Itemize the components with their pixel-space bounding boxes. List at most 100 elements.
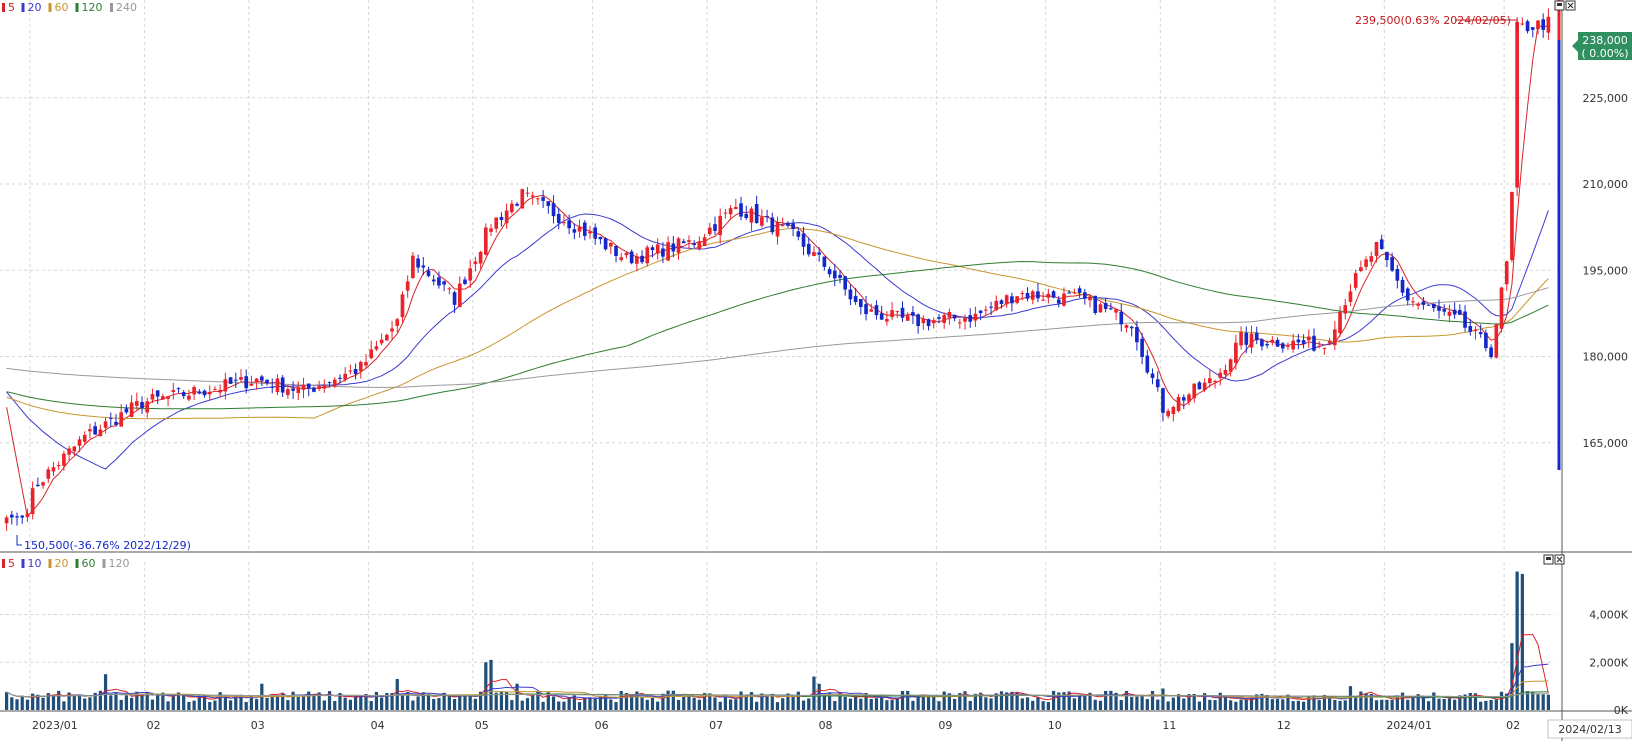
volume-bar [546,692,550,710]
candle [421,256,426,276]
legend-label: 120 [82,1,103,14]
price-panel-buttons[interactable] [1554,0,1576,11]
volume-bar [614,702,618,710]
candle [921,315,926,330]
candle [93,421,97,435]
candle [1275,337,1280,347]
volume-bar [697,699,701,710]
volume-bar [1249,697,1254,710]
legend-swatch [75,3,79,12]
volume-bar [911,700,915,710]
candle [108,412,113,427]
candle [968,308,973,328]
candle [1494,324,1499,359]
candle [640,250,644,265]
volume-bar [489,659,493,710]
volume-bar [1041,701,1045,710]
volume-bar [343,697,347,710]
volume-bar [1239,699,1243,710]
volume-bar [463,694,467,710]
candle [239,369,243,382]
candle [223,372,228,400]
volume-bar [827,692,832,710]
volume-bar [775,702,780,710]
volume-bar [781,698,785,710]
candle [681,238,686,244]
volume-bar [1520,573,1524,710]
volume-panel-buttons[interactable] [1543,554,1565,565]
volume-bar [119,699,123,710]
candle [812,246,816,257]
candle [734,198,738,210]
volume-bar [1150,690,1155,710]
candle [780,217,785,227]
volume-bar [952,698,957,710]
candle [98,424,103,437]
volume-bar [270,695,274,710]
candle [1020,290,1025,301]
candle [270,378,275,394]
candle [30,481,35,520]
price-ma-line [6,260,1549,410]
volume-bar [156,693,160,710]
candle [1546,8,1551,40]
volume-bar [692,697,696,710]
candle [848,284,853,306]
candle [1260,338,1264,351]
volume-bar [400,695,405,710]
volume-bar [1119,699,1123,710]
candle [629,249,634,265]
volume-bar [1109,690,1113,710]
candle [395,317,400,333]
volume-bar [1338,700,1342,710]
volume-bar [723,695,728,710]
candle [832,264,837,287]
volume-bar [1171,697,1175,710]
candle [1322,347,1327,355]
candle [1525,19,1530,34]
legend-label: 5 [8,557,15,570]
candle [754,195,759,224]
candle [931,317,936,329]
x-tick-label: 12 [1277,719,1291,732]
candle [822,256,827,271]
volume-bar [515,683,519,710]
candle [952,314,957,322]
candle [166,395,170,407]
candle [598,236,603,245]
volume-bar [1432,692,1436,710]
candle [1051,289,1056,299]
end-date: 2024/02/13 [1558,723,1621,736]
candle [572,223,577,240]
candle [1369,251,1374,267]
legend-swatch [102,559,106,568]
volume-bar [411,700,415,710]
candle [801,226,806,256]
volume-bar [603,694,608,710]
candle [1286,342,1290,350]
candle [1171,405,1176,422]
volume-bar [208,701,212,710]
candle [911,306,915,325]
candle [244,369,249,394]
volume-bar [645,699,649,710]
candle [718,208,723,244]
candle [447,286,452,295]
candle [25,508,30,522]
volume-bar [1348,686,1353,710]
volume-bar [864,693,868,710]
volume-bar [1505,693,1509,710]
candle [1254,326,1259,345]
volume-bar [478,691,483,710]
volume-bar [958,693,962,710]
volume-bar [197,695,201,710]
volume-bar [822,694,826,710]
volume-bar [598,697,603,710]
candle [1187,392,1191,406]
volume-bar [838,691,842,710]
candle [567,214,571,235]
volume-bar [630,694,634,710]
candle [442,280,446,292]
price-legend: 5 20 60 120 240 [2,1,137,14]
volume-bar [744,695,748,710]
